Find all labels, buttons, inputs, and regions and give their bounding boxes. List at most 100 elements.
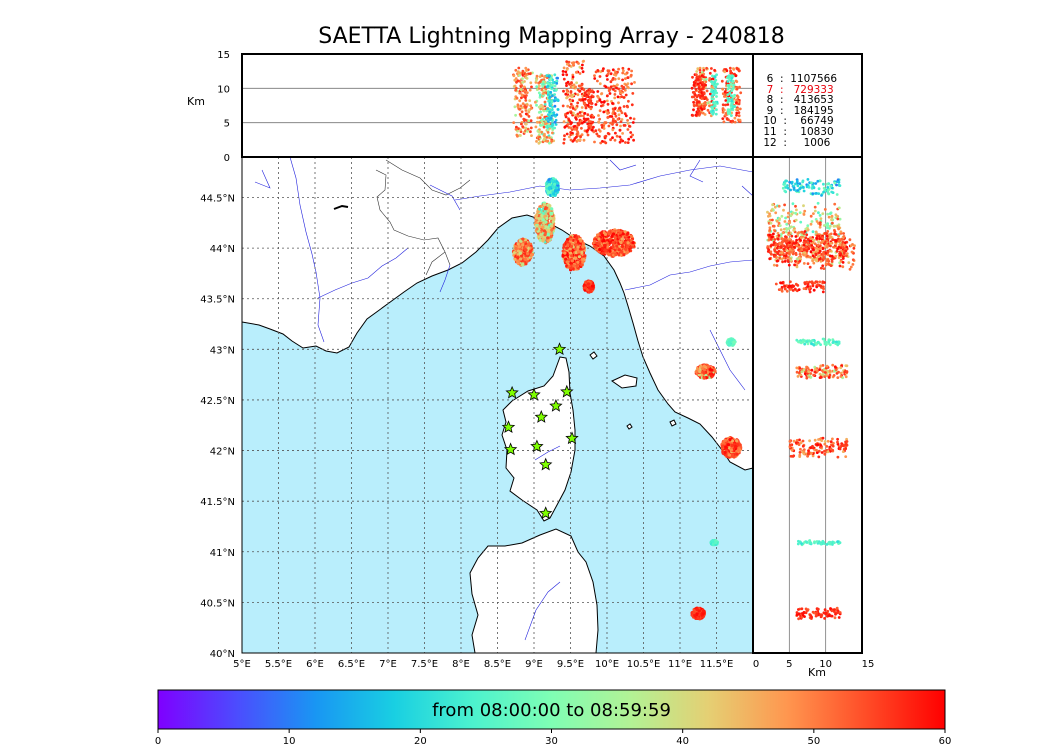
- stroke-point-altitude: [542, 134, 546, 137]
- stroke-point-altitude: [631, 133, 634, 137]
- stroke-point-side: [783, 189, 787, 193]
- stroke-point-altitude: [614, 131, 617, 135]
- stroke-point-altitude: [549, 78, 552, 81]
- stroke-point-side: [817, 187, 821, 191]
- stroke-point-altitude: [710, 88, 714, 92]
- station-marker: [527, 387, 541, 401]
- stroke-point-altitude: [602, 110, 606, 114]
- stroke-point-altitude: [518, 73, 521, 77]
- stroke-point-altitude: [711, 82, 714, 86]
- stroke-point-altitude: [542, 109, 546, 113]
- stroke-point-altitude: [620, 111, 624, 115]
- stroke-point-side: [829, 244, 832, 248]
- stroke-point-altitude: [589, 102, 593, 105]
- stroke-point-altitude: [633, 81, 636, 84]
- stroke-point-altitude: [609, 121, 612, 125]
- stroke-point: [541, 218, 546, 222]
- station-marker: [565, 431, 579, 445]
- latitude-tick-label: 43°N: [210, 345, 235, 356]
- stroke-point: [620, 244, 625, 249]
- stroke-point-side: [819, 217, 823, 221]
- stroke-point: [543, 207, 547, 211]
- stroke-point-side: [810, 181, 813, 185]
- stroke-point-side: [777, 249, 781, 253]
- stroke-point-side: [786, 215, 790, 219]
- stroke-point-altitude: [630, 82, 633, 86]
- stroke-point-altitude: [739, 91, 743, 95]
- stroke-point-altitude: [546, 139, 550, 143]
- stroke-point: [608, 241, 612, 245]
- stroke-point-side: [815, 280, 819, 284]
- stroke-point-altitude: [537, 130, 541, 134]
- stroke-point-side: [810, 220, 814, 223]
- stroke-point-altitude: [548, 141, 551, 145]
- stroke-point-altitude: [520, 93, 524, 97]
- river-var: [439, 264, 451, 293]
- stroke-point-altitude: [581, 98, 585, 102]
- stroke-point: [728, 438, 732, 442]
- stroke-point: [562, 246, 566, 250]
- stroke-point-side: [775, 219, 779, 223]
- stroke-point-altitude: [535, 120, 539, 124]
- stroke-point-side: [834, 213, 838, 217]
- stroke-point-altitude: [723, 90, 727, 94]
- stroke-point-altitude: [537, 105, 541, 109]
- stroke-point-side: [799, 220, 803, 224]
- stroke-point: [706, 365, 710, 369]
- stroke-point-side: [814, 182, 818, 185]
- stroke-point: [549, 190, 553, 194]
- stroke-point-altitude: [704, 77, 708, 81]
- stroke-point-side: [778, 217, 781, 221]
- stroke-point-side: [814, 253, 818, 257]
- stroke-point-altitude: [602, 122, 606, 126]
- stroke-point-altitude: [724, 103, 727, 107]
- stroke-point-altitude: [521, 69, 525, 73]
- stroke-point-side: [850, 250, 854, 254]
- longitude-tick-label: 9.5°E: [557, 659, 584, 670]
- stroke-point-altitude: [704, 83, 707, 87]
- longitude-tick-label: 7.5°E: [411, 659, 438, 670]
- stroke-point-side: [813, 209, 817, 213]
- stroke-point-altitude: [534, 79, 538, 82]
- stroke-point-side: [802, 232, 806, 236]
- longitude-tick-label: 7°E: [379, 659, 397, 670]
- stroke-point-altitude: [525, 91, 529, 94]
- stroke-point-altitude: [561, 73, 565, 76]
- stroke-point-side: [821, 236, 825, 240]
- stroke-point-side: [806, 282, 810, 286]
- stroke-point: [694, 370, 698, 374]
- stroke-point-side: [802, 213, 806, 216]
- stroke-point-side: [783, 203, 786, 207]
- stroke-point-altitude: [529, 130, 532, 134]
- stroke-point-altitude: [695, 78, 699, 82]
- stroke-point: [697, 373, 702, 377]
- corsica-river: [534, 445, 561, 461]
- stroke-point-altitude: [600, 104, 603, 108]
- stroke-point: [553, 182, 557, 186]
- stroke-point: [594, 245, 598, 249]
- stroke-point-altitude: [565, 84, 568, 87]
- stroke-point-altitude: [609, 80, 613, 84]
- stroke-point-side: [789, 225, 793, 229]
- stroke-point-altitude: [540, 130, 543, 134]
- stroke-point-altitude: [580, 87, 584, 91]
- stroke-point-side: [833, 202, 837, 206]
- stroke-point-side: [785, 284, 789, 288]
- stroke-point: [516, 256, 520, 260]
- stroke-point-side: [817, 211, 820, 215]
- stroke-point-side: [808, 244, 811, 248]
- stroke-point: [599, 231, 603, 235]
- stroke-point-altitude: [564, 115, 568, 119]
- stroke-point-side: [818, 237, 822, 241]
- stroke-point: [526, 252, 530, 256]
- river-po: [454, 165, 753, 201]
- stroke-point: [521, 243, 525, 247]
- stroke-point-side: [772, 263, 776, 267]
- stroke-point-altitude: [593, 74, 596, 77]
- stroke-point-altitude: [582, 88, 586, 92]
- stroke-point-altitude: [518, 91, 522, 95]
- stroke-point-altitude: [551, 81, 555, 85]
- stroke-point-altitude: [556, 108, 560, 111]
- stroke-point-altitude: [584, 118, 587, 121]
- stroke-point-altitude: [730, 88, 734, 92]
